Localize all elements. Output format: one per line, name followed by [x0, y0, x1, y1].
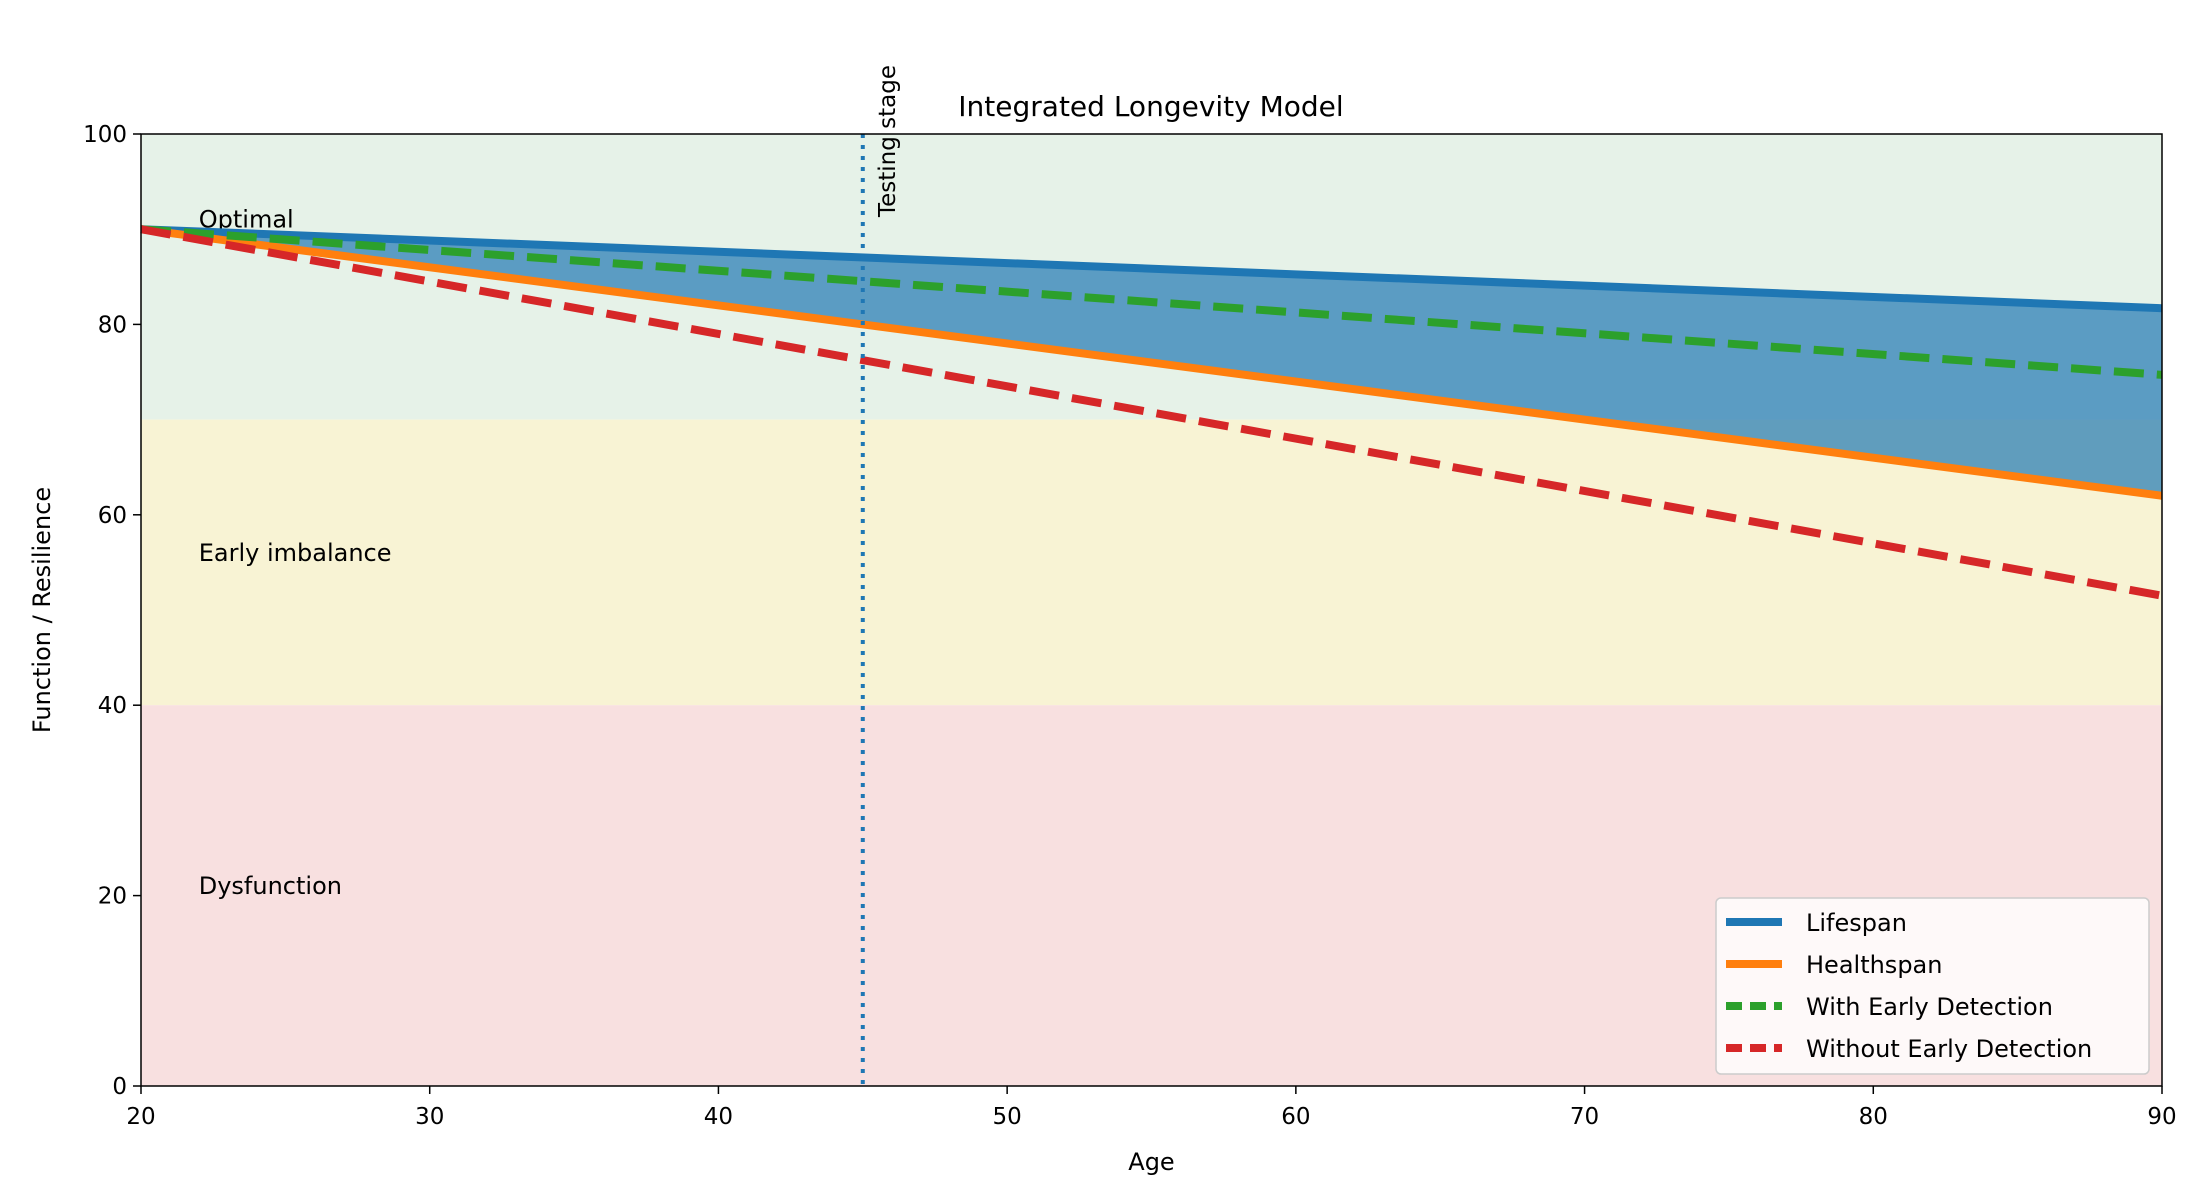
legend-label: Lifespan [1806, 909, 1907, 937]
legend-box [1715, 897, 2150, 1075]
x-tick-label: 70 [1570, 1104, 1599, 1130]
y-tick-label: 100 [83, 122, 127, 148]
y-ticks: 0 20 40 60 80 100 [83, 122, 141, 1100]
y-tick-label: 80 [98, 312, 127, 338]
series-line [140, 225, 2163, 500]
zone-label: Early imbalance [199, 539, 392, 567]
x-tick-label: 40 [704, 1104, 733, 1130]
zone-band [141, 419, 2162, 706]
y-tick-label: 0 [112, 1074, 127, 1100]
legend-label: Without Early Detection [1806, 1035, 2092, 1063]
x-tick-label: 60 [1281, 1104, 1310, 1130]
legend: Lifespan Healthspan With Early Detection Wi… [1715, 897, 2150, 1075]
x-tick-label: 30 [415, 1104, 444, 1130]
legend-label: Healthspan [1806, 951, 1942, 979]
axes-frame [140, 133, 2163, 1087]
zone-label: Dysfunction [199, 872, 342, 900]
testing-stage-label: Testing stage [875, 65, 901, 218]
series-lines [140, 225, 2163, 600]
x-tick-label: 80 [1859, 1104, 1888, 1130]
legend-label: With Early Detection [1806, 993, 2053, 1021]
series-line [140, 225, 2163, 379]
x-axis-label: Age [1128, 1148, 1174, 1176]
y-tick-label: 20 [98, 884, 127, 910]
y-tick-label: 40 [98, 693, 127, 719]
y-axis-label: Function / Resilience [28, 487, 56, 733]
y-tick-label: 60 [98, 503, 127, 529]
x-ticks: 20 30 40 50 60 70 80 90 [126, 1086, 2177, 1130]
x-tick-label: 20 [126, 1104, 155, 1130]
x-tick-label: 90 [2147, 1104, 2176, 1130]
x-tick-label: 50 [993, 1104, 1022, 1130]
chart-title: Integrated Longevity Model [958, 90, 1343, 123]
series-line [140, 225, 2163, 313]
